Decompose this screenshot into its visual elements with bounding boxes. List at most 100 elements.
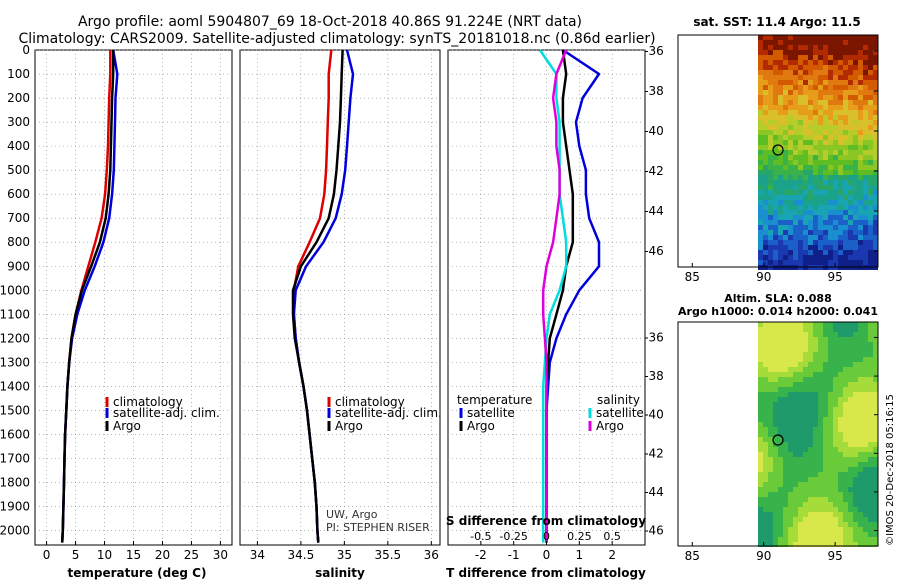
sla-cell bbox=[873, 452, 878, 457]
sla-cell bbox=[758, 407, 763, 412]
sst-cell bbox=[813, 65, 818, 70]
sla-cell bbox=[808, 467, 813, 472]
sst-cell bbox=[808, 210, 813, 215]
sla-cell bbox=[763, 342, 768, 347]
sst-cell bbox=[768, 70, 773, 75]
sla-cell bbox=[758, 417, 763, 422]
sla-cell bbox=[808, 337, 813, 342]
sst-cell bbox=[798, 80, 803, 85]
sla-cell bbox=[873, 477, 878, 482]
sla-cell bbox=[848, 322, 853, 327]
sst-cell bbox=[773, 175, 778, 180]
sst-cell bbox=[783, 215, 788, 220]
sst-cell bbox=[858, 145, 863, 150]
sla-cell bbox=[803, 477, 808, 482]
sla-cell bbox=[783, 457, 788, 462]
sst-cell bbox=[803, 230, 808, 235]
sst-cell bbox=[858, 215, 863, 220]
sst-cell bbox=[818, 170, 823, 175]
sst-cell bbox=[803, 45, 808, 50]
sst-cell bbox=[758, 130, 763, 135]
sst-cell bbox=[808, 240, 813, 245]
sla-cell bbox=[758, 487, 763, 492]
temperature-legend: climatology satellite-adj. clim. Argo bbox=[105, 395, 220, 433]
sst-cell bbox=[863, 105, 868, 110]
sla-cell bbox=[858, 467, 863, 472]
sla-cell bbox=[783, 432, 788, 437]
sla-cell bbox=[858, 432, 863, 437]
sla-cell bbox=[763, 472, 768, 477]
sst-cell bbox=[813, 180, 818, 185]
sla-cell bbox=[778, 407, 783, 412]
sla-cell bbox=[868, 522, 873, 527]
sla-cell bbox=[763, 432, 768, 437]
sst-cell bbox=[768, 75, 773, 80]
sla-cell bbox=[843, 407, 848, 412]
sla-cell bbox=[858, 382, 863, 387]
sla-cell bbox=[768, 497, 773, 502]
sst-cell bbox=[798, 230, 803, 235]
sla-cell bbox=[773, 477, 778, 482]
sst-cell bbox=[773, 230, 778, 235]
sst-cell bbox=[763, 220, 768, 225]
sst-cell bbox=[763, 130, 768, 135]
sla-cell bbox=[793, 472, 798, 477]
sla-cell bbox=[788, 532, 793, 537]
sst-cell bbox=[788, 90, 793, 95]
sla-cell bbox=[858, 372, 863, 377]
sst-cell bbox=[833, 185, 838, 190]
sla-cell bbox=[803, 482, 808, 487]
sla-cell bbox=[873, 467, 878, 472]
sla-cell bbox=[763, 402, 768, 407]
sst-cell bbox=[758, 80, 763, 85]
sla-cell bbox=[838, 492, 843, 497]
sla-cell bbox=[768, 387, 773, 392]
sst-cell bbox=[803, 60, 808, 65]
sla-cell bbox=[848, 332, 853, 337]
sla-cell bbox=[858, 367, 863, 372]
sst-cell bbox=[778, 120, 783, 125]
sla-cell bbox=[828, 402, 833, 407]
sla-cell bbox=[828, 477, 833, 482]
sst-cell bbox=[773, 170, 778, 175]
sla-cell bbox=[838, 372, 843, 377]
sst-cell bbox=[868, 70, 873, 75]
sla-cell bbox=[853, 427, 858, 432]
sst-cell bbox=[843, 45, 848, 50]
sst-cell bbox=[823, 65, 828, 70]
sst-cell bbox=[778, 110, 783, 115]
sla-cell bbox=[848, 532, 853, 537]
sla-cell bbox=[853, 532, 858, 537]
sst-cell bbox=[858, 60, 863, 65]
sla-cell bbox=[813, 507, 818, 512]
sst-cell bbox=[843, 130, 848, 135]
sst-cell bbox=[793, 215, 798, 220]
sla-cell bbox=[853, 397, 858, 402]
sst-cell bbox=[808, 215, 813, 220]
sst-cell bbox=[838, 130, 843, 135]
sla-cell bbox=[843, 322, 848, 327]
sst-cell bbox=[823, 175, 828, 180]
sla-cell bbox=[768, 337, 773, 342]
sst-cell bbox=[853, 230, 858, 235]
sst-cell bbox=[828, 105, 833, 110]
map-y-tick-label: -38 bbox=[644, 369, 664, 383]
sst-cell bbox=[838, 240, 843, 245]
sst-cell bbox=[773, 200, 778, 205]
sla-cell bbox=[833, 432, 838, 437]
sst-cell bbox=[793, 150, 798, 155]
sla-cell bbox=[803, 382, 808, 387]
map-x-tick-label: 90 bbox=[756, 549, 771, 563]
sla-cell bbox=[818, 477, 823, 482]
sst-cell bbox=[828, 195, 833, 200]
sla-cell bbox=[768, 457, 773, 462]
sst-cell bbox=[818, 50, 823, 55]
sla-cell bbox=[813, 392, 818, 397]
sla-cell bbox=[793, 382, 798, 387]
sst-cell bbox=[783, 35, 788, 40]
sst-cell bbox=[828, 75, 833, 80]
sst-cell bbox=[788, 185, 793, 190]
sst-cell bbox=[828, 140, 833, 145]
sst-cell bbox=[843, 35, 848, 40]
sst-cell bbox=[778, 160, 783, 165]
